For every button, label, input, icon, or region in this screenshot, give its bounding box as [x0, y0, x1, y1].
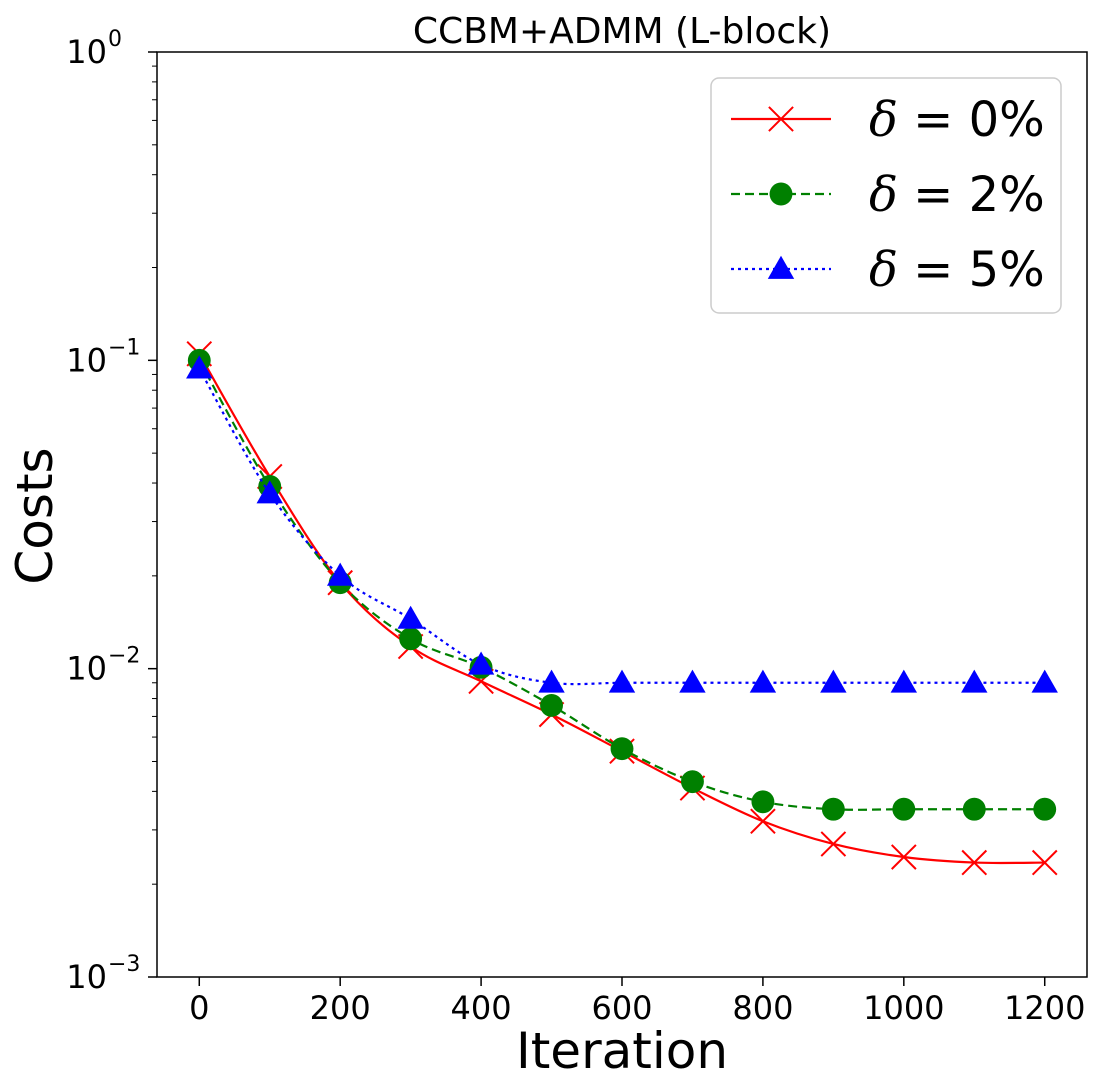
cross-marker: [1031, 849, 1058, 876]
x-tick-label: 400: [451, 989, 512, 1027]
series-triangle: [186, 355, 1058, 693]
circle-marker: [751, 790, 775, 814]
x-tick-label: 1000: [863, 989, 944, 1027]
cross-marker: [750, 808, 776, 835]
triangle-marker: [538, 669, 565, 693]
triangle-marker: [820, 669, 847, 693]
circle-marker: [540, 693, 563, 717]
y-tick-exponent: −1: [108, 335, 140, 360]
triangle-marker: [890, 669, 918, 693]
legend-label: δ = 2%: [869, 167, 1045, 223]
x-axis-label: Iteration: [516, 1022, 728, 1080]
series-x: [186, 340, 1058, 876]
y-tick-label: 10: [66, 958, 107, 996]
circle-marker: [821, 797, 845, 821]
triangle-marker: [256, 480, 283, 504]
y-tick-exponent: −2: [108, 644, 140, 669]
circle-marker: [962, 797, 986, 821]
y-tick-label: 10: [66, 650, 107, 688]
triangle-marker: [608, 669, 636, 693]
circle-marker: [399, 627, 423, 651]
triangle-marker: [679, 669, 706, 693]
series-layer: [186, 340, 1058, 876]
triangle-marker: [749, 669, 777, 693]
circle-marker: [1033, 797, 1057, 821]
chart-title: CCBM+ADMM (L-block): [413, 11, 831, 52]
x-tick-label: 200: [310, 989, 371, 1027]
triangle-marker: [467, 651, 495, 675]
y-tick-exponent: −3: [108, 952, 140, 977]
triangle-marker: [767, 255, 795, 279]
circle-marker: [769, 182, 793, 206]
y-tick-exponent: 0: [108, 27, 122, 52]
series-circle: [187, 348, 1057, 821]
triangle-marker: [1031, 669, 1058, 693]
x-tick-label: 0: [189, 989, 209, 1027]
circle-marker: [610, 737, 634, 761]
x-tick-label: 1200: [1004, 989, 1085, 1027]
cross-marker: [891, 844, 917, 870]
y-tick-label: 10: [66, 341, 107, 379]
x-axis-ticks: 0 200 400 600 800 1000 1200: [189, 977, 1085, 1027]
cross-marker: [768, 106, 794, 132]
series-line: [198, 353, 1045, 865]
x-tick-label: 600: [591, 989, 652, 1027]
x-tick-label: 800: [732, 989, 793, 1027]
triangle-marker: [326, 562, 354, 586]
y-axis-label: Costs: [6, 447, 64, 584]
circle-marker: [681, 770, 704, 794]
triangle-marker: [186, 355, 213, 379]
y-tick-label: 10: [66, 33, 107, 71]
legend: δ = 0% δ = 2% δ = 5%: [710, 77, 1062, 314]
legend-box: [710, 77, 1062, 314]
legend-label: δ = 5%: [869, 242, 1045, 298]
cross-marker: [961, 849, 988, 876]
circle-marker: [892, 797, 916, 821]
cross-marker: [820, 831, 847, 857]
triangle-marker: [397, 605, 424, 629]
triangle-marker: [961, 669, 988, 693]
legend-label: δ = 0%: [869, 92, 1045, 148]
series-line: [198, 368, 1045, 686]
